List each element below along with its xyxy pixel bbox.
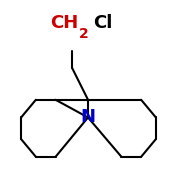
Text: N: N xyxy=(81,108,96,127)
Text: CH: CH xyxy=(50,14,78,32)
Text: Cl: Cl xyxy=(93,14,112,32)
Text: 2: 2 xyxy=(79,27,89,41)
